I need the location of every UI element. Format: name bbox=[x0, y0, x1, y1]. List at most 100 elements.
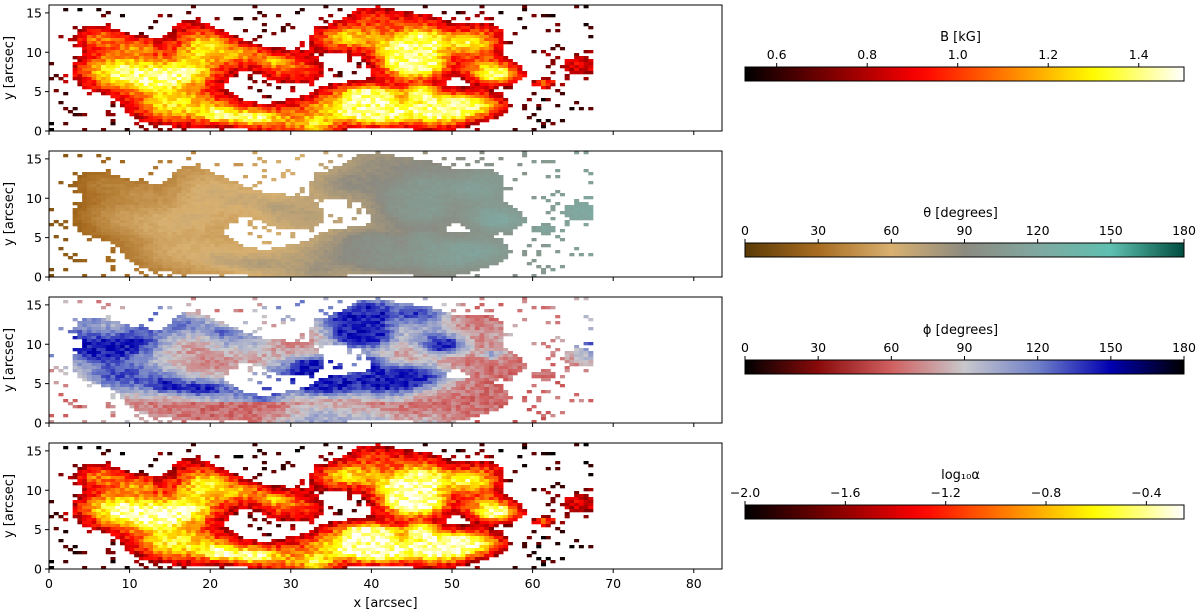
map-cell bbox=[422, 62, 428, 66]
map-cell bbox=[238, 163, 244, 167]
map-cell bbox=[470, 38, 476, 42]
map-cell bbox=[238, 199, 244, 203]
map-cell bbox=[318, 104, 324, 108]
map-cell bbox=[82, 44, 88, 48]
map-cell bbox=[403, 89, 409, 93]
map-cell bbox=[380, 220, 386, 224]
map-cell bbox=[389, 217, 395, 221]
map-cell bbox=[470, 220, 476, 224]
map-cell bbox=[380, 65, 386, 69]
map-cell bbox=[219, 196, 225, 200]
map-cell bbox=[455, 98, 461, 102]
map-cell bbox=[460, 56, 466, 60]
map-cell bbox=[493, 86, 499, 90]
map-cell bbox=[470, 86, 476, 90]
map-cell bbox=[181, 226, 187, 230]
map-cell bbox=[157, 214, 163, 218]
map-cell bbox=[299, 154, 305, 158]
map-cell bbox=[408, 53, 414, 57]
map-cell bbox=[564, 214, 570, 218]
map-cell bbox=[583, 56, 589, 60]
map-cell bbox=[119, 178, 125, 182]
map-cell bbox=[238, 98, 244, 102]
map-cell bbox=[233, 199, 239, 203]
map-cell bbox=[356, 169, 362, 173]
map-cell bbox=[224, 202, 230, 206]
map-cell bbox=[143, 47, 149, 51]
map-cell bbox=[96, 89, 102, 93]
map-cell bbox=[77, 229, 83, 233]
map-cell bbox=[342, 95, 348, 99]
map-cell bbox=[195, 119, 201, 123]
map-cell bbox=[488, 116, 494, 120]
map-cell bbox=[205, 208, 211, 212]
map-cell bbox=[394, 110, 400, 114]
map-cell bbox=[233, 68, 239, 72]
map-cell bbox=[564, 77, 570, 81]
map-cell bbox=[361, 50, 367, 54]
map-cell bbox=[181, 53, 187, 57]
map-cell bbox=[162, 65, 168, 69]
map-cell bbox=[332, 26, 338, 30]
map-cell bbox=[403, 166, 409, 170]
map-cell bbox=[148, 92, 154, 96]
map-cell bbox=[332, 95, 338, 99]
map-cell bbox=[205, 35, 211, 39]
map-cell bbox=[309, 220, 315, 224]
map-cell bbox=[167, 226, 173, 230]
map-cell bbox=[441, 211, 447, 215]
map-cell bbox=[389, 17, 395, 21]
map-cell bbox=[276, 86, 282, 90]
map-cell bbox=[399, 83, 405, 87]
map-cell bbox=[224, 74, 230, 78]
map-cell bbox=[205, 217, 211, 221]
map-cell bbox=[451, 178, 457, 182]
map-cell bbox=[82, 74, 88, 78]
map-cell bbox=[205, 65, 211, 69]
map-cell bbox=[205, 32, 211, 36]
map-cell bbox=[153, 229, 159, 233]
map-cell bbox=[436, 71, 442, 75]
map-cell bbox=[432, 169, 438, 173]
map-cell bbox=[318, 74, 324, 78]
map-cell bbox=[299, 125, 305, 129]
map-cell bbox=[408, 47, 414, 51]
map-cell bbox=[172, 62, 178, 66]
map-cell bbox=[110, 38, 116, 42]
map-cell bbox=[436, 26, 442, 30]
map-cell bbox=[238, 101, 244, 105]
map-cell bbox=[479, 119, 485, 123]
map-cell bbox=[167, 38, 173, 42]
map-cell bbox=[432, 83, 438, 87]
map-cell bbox=[276, 202, 282, 206]
map-cell bbox=[86, 62, 92, 66]
map-cell bbox=[493, 181, 499, 185]
map-cell bbox=[451, 98, 457, 102]
map-cell bbox=[470, 187, 476, 191]
map-cell bbox=[488, 229, 494, 233]
map-cell bbox=[498, 83, 504, 87]
map-cell bbox=[328, 83, 334, 87]
map-cell bbox=[58, 77, 64, 81]
map-cell bbox=[488, 53, 494, 57]
map-cell bbox=[271, 62, 277, 66]
map-cell bbox=[195, 104, 201, 108]
map-cell bbox=[507, 211, 513, 215]
map-cell bbox=[96, 223, 102, 227]
map-cell bbox=[422, 68, 428, 72]
map-cell bbox=[214, 113, 220, 117]
map-cell bbox=[347, 172, 353, 176]
map-cell bbox=[342, 178, 348, 182]
map-cell bbox=[403, 71, 409, 75]
map-cell bbox=[536, 80, 542, 84]
map-cell bbox=[488, 95, 494, 99]
map-cell bbox=[134, 235, 140, 239]
map-cell bbox=[332, 193, 338, 197]
map-cell bbox=[157, 110, 163, 114]
map-cell bbox=[555, 190, 561, 194]
map-cell bbox=[418, 50, 424, 54]
map-cell bbox=[115, 202, 121, 206]
map-cell bbox=[172, 232, 178, 236]
map-cell bbox=[403, 232, 409, 236]
map-cell bbox=[498, 178, 504, 182]
